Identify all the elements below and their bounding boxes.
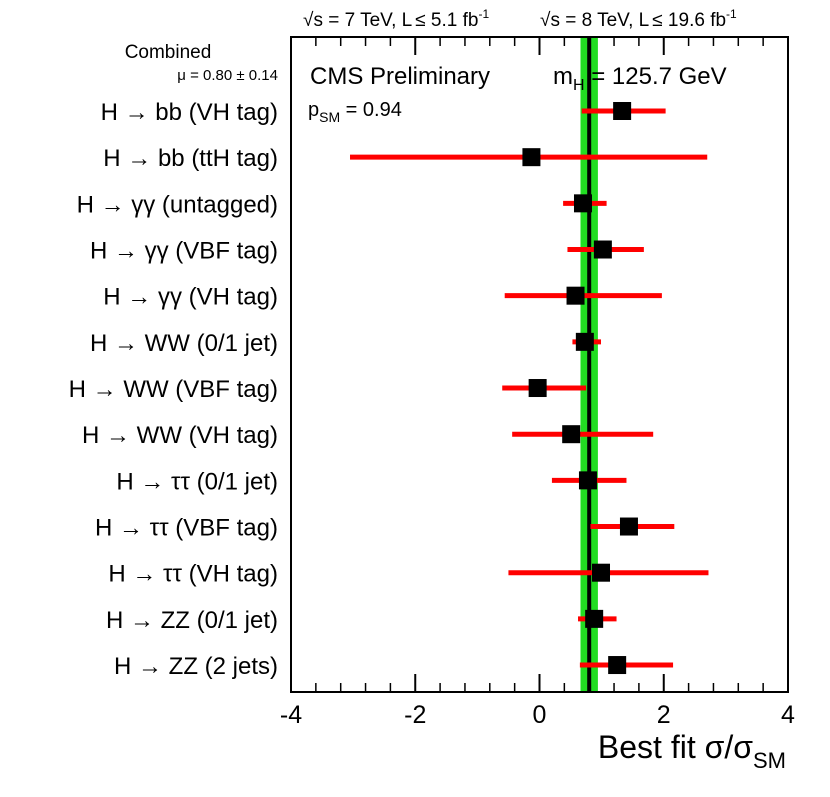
sqrt-symbol-8: √ xyxy=(540,10,551,31)
channel-label: H → WW (0/1 jet) xyxy=(90,330,278,357)
channel-label: H → γγ (VBF tag) xyxy=(90,238,278,265)
data-point-marker xyxy=(593,240,612,259)
data-point-marker xyxy=(573,194,592,213)
channel-label: H → ττ (0/1 jet) xyxy=(116,468,278,495)
channel-label: H → ττ (VH tag) xyxy=(108,561,278,588)
channel-label: H → ZZ (0/1 jet) xyxy=(106,607,278,634)
channel-label: H → γγ (untagged) xyxy=(77,191,278,218)
x-tick-label: -2 xyxy=(404,701,426,729)
channel-label: H → WW (VBF tag) xyxy=(69,376,278,403)
plot-frame xyxy=(290,36,789,693)
combined-mu-text: μ = 0.80 ± 0.14 xyxy=(177,67,278,84)
channel-label: H → bb (VH tag) xyxy=(101,99,278,126)
channel-label: H → WW (VH tag) xyxy=(82,422,278,449)
data-point-marker xyxy=(522,148,541,167)
data-point-marker xyxy=(608,656,627,675)
combined-label: Combined xyxy=(125,42,212,63)
data-point-marker xyxy=(575,332,594,351)
data-point-marker xyxy=(613,102,632,120)
channel-label: H → γγ (VH tag) xyxy=(103,284,278,311)
psm-label: pSM = 0.94 xyxy=(308,99,402,125)
sqrt-symbol-7: √ xyxy=(303,10,314,31)
data-point-marker xyxy=(592,563,611,582)
data-point-marker xyxy=(528,379,547,398)
data-point-marker xyxy=(578,471,597,490)
x-tick-label: -4 xyxy=(280,701,302,729)
x-axis-label: Best fit σ/σSM xyxy=(598,729,786,773)
data-point-marker xyxy=(566,286,585,305)
lumi-7tev-label: √s = 7 TeV, L ≤ 5.1 fb-1 xyxy=(303,7,489,31)
channel-label: H → ττ (VBF tag) xyxy=(95,515,278,542)
data-point-marker xyxy=(562,425,581,444)
data-point-marker xyxy=(619,517,638,536)
x-tick-label: 4 xyxy=(781,701,795,729)
mass-label: mH = 125.7 GeV xyxy=(553,63,727,94)
x-tick-label: 2 xyxy=(657,701,671,729)
channel-label: H → ZZ (2 jets) xyxy=(114,653,278,680)
data-point-marker xyxy=(585,609,604,628)
channel-label: H → bb (ttH tag) xyxy=(103,145,278,172)
experiment-label: CMS Preliminary xyxy=(310,63,490,90)
lumi-8tev-label: √s = 8 TeV, L ≤ 19.6 fb-1 xyxy=(540,7,737,31)
x-tick-label: 0 xyxy=(533,701,547,729)
